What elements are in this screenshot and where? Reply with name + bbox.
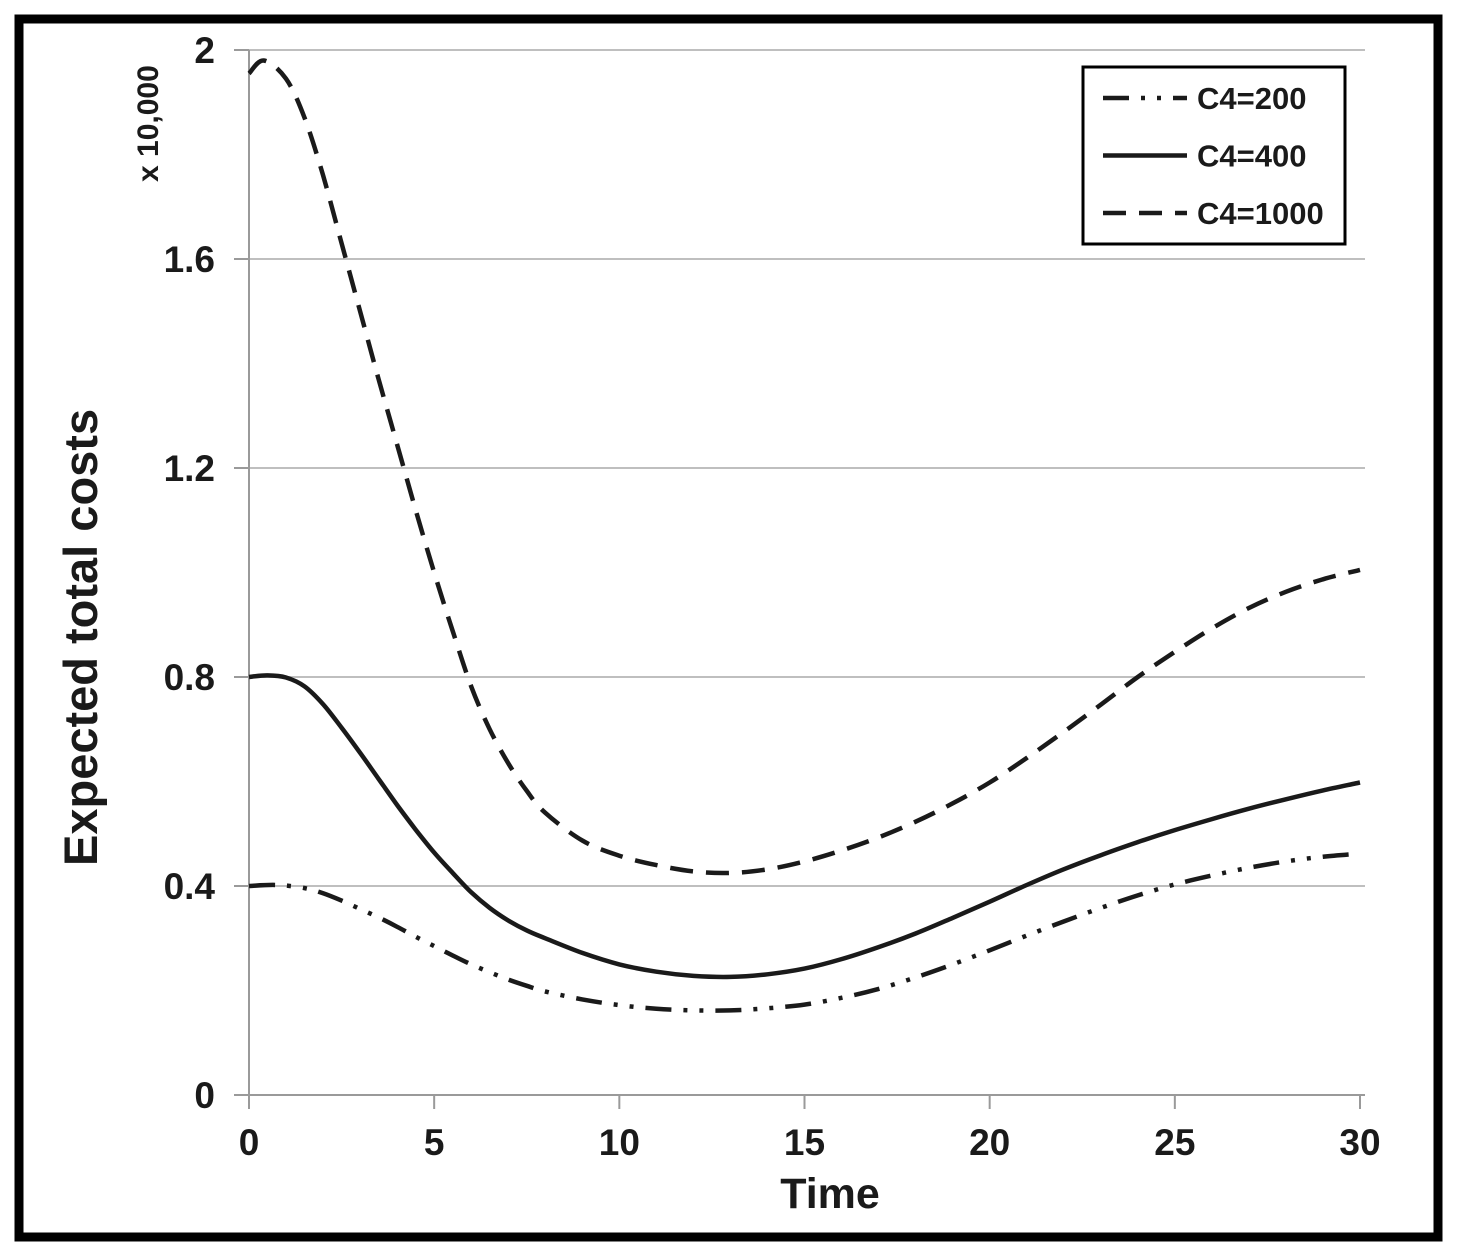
x-tick-label-25: 25 (1154, 1122, 1195, 1163)
legend-label-C4=1000: C4=1000 (1197, 196, 1324, 231)
gridlines (249, 49, 1365, 887)
x-tick-label-5: 5 (424, 1122, 445, 1163)
legend: C4=200 C4=400 C4=1000 (1081, 65, 1347, 246)
y-axis-title: Expected total costs (54, 409, 107, 866)
y-tick-label-0: 0 (194, 1075, 215, 1116)
x-axis-title: Time (780, 1170, 880, 1218)
legend-item-C4=200: C4=200 (1103, 81, 1306, 116)
x-tick-label-20: 20 (969, 1122, 1010, 1163)
x-tick-label-10: 10 (599, 1122, 640, 1163)
x-tick-label-15: 15 (784, 1122, 825, 1163)
figure-border (14, 14, 1443, 1242)
y-tick-label-1.6: 1.6 (164, 239, 215, 280)
legend-label-C4=400: C4=400 (1197, 139, 1306, 174)
y-tick-label-2: 2 (194, 30, 215, 71)
series-line-C4=1000 (247, 58, 1361, 876)
series-line-C4=400 (248, 673, 1361, 980)
legend-item-C4=1000: C4=1000 (1103, 196, 1324, 231)
y-axis-unit-label: x 10,000 (132, 65, 165, 182)
tick-labels: 0 5 10 15 20 25 30 0 0.4 0.8 1.2 1.6 2 (164, 30, 1381, 1163)
x-tick-label-30: 30 (1339, 1122, 1380, 1163)
x-tick-label-0: 0 (239, 1122, 260, 1163)
y-tick-label-0.4: 0.4 (164, 866, 216, 907)
legend-item-C4=400: C4=400 (1103, 139, 1306, 174)
y-tick-label-0.8: 0.8 (164, 657, 215, 698)
y-tick-label-1.2: 1.2 (164, 448, 215, 489)
tick-marks (234, 49, 1361, 1109)
series-lines (247, 58, 1361, 1013)
axes (234, 50, 1365, 1109)
series-line-C4=200 (248, 851, 1361, 1013)
legend-label-C4=200: C4=200 (1197, 81, 1306, 116)
